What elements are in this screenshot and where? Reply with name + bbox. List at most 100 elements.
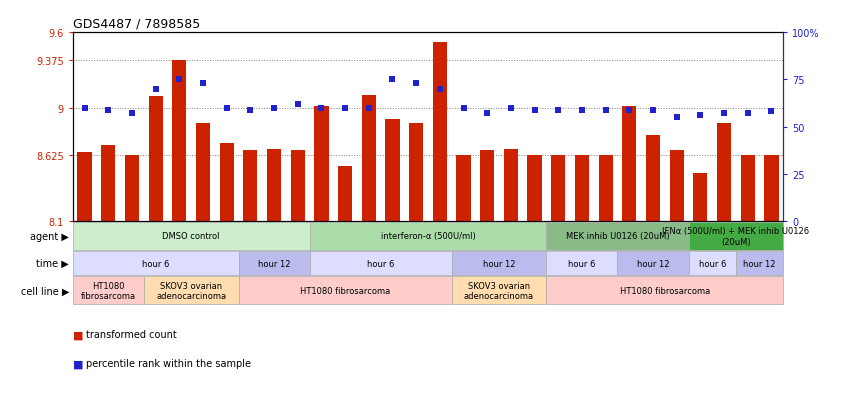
Bar	[575, 155, 589, 221]
Bar	[546, 277, 783, 305]
Point	[267, 105, 281, 112]
Text: percentile rank within the sample: percentile rank within the sample	[86, 358, 251, 368]
Text: hour 12: hour 12	[637, 259, 669, 268]
Bar	[267, 150, 281, 221]
Point	[220, 105, 234, 112]
Point	[101, 107, 115, 114]
Point	[717, 111, 731, 117]
Text: ■: ■	[73, 330, 83, 339]
Bar	[73, 252, 239, 275]
Text: hour 12: hour 12	[483, 259, 515, 268]
Point	[172, 77, 186, 83]
Text: MEK inhib U0126 (20uM): MEK inhib U0126 (20uM)	[566, 232, 669, 241]
Bar	[688, 222, 783, 250]
Point	[243, 107, 257, 114]
Bar	[149, 97, 163, 221]
Bar	[736, 252, 783, 275]
Point	[314, 105, 328, 112]
Point	[457, 105, 471, 112]
Bar	[617, 252, 688, 275]
Point	[196, 81, 210, 87]
Bar	[693, 173, 707, 221]
Bar	[527, 155, 542, 221]
Bar	[546, 222, 688, 250]
Bar	[433, 43, 447, 221]
Bar	[456, 155, 471, 221]
Bar	[546, 252, 617, 275]
Point	[740, 111, 754, 117]
Text: hour 6: hour 6	[698, 259, 726, 268]
Text: SKOV3 ovarian
adenocarcinoma: SKOV3 ovarian adenocarcinoma	[156, 281, 226, 300]
Bar	[310, 222, 546, 250]
Bar	[452, 277, 546, 305]
Bar	[669, 151, 684, 221]
Text: transformed count: transformed count	[86, 330, 176, 339]
Bar	[314, 107, 329, 221]
Point	[551, 107, 565, 114]
Bar	[73, 277, 144, 305]
Text: HT1080 fibrosarcoma: HT1080 fibrosarcoma	[300, 286, 390, 295]
Point	[362, 105, 376, 112]
Point	[125, 111, 139, 117]
Bar	[196, 124, 210, 221]
Bar	[239, 252, 310, 275]
Point	[149, 86, 163, 93]
Text: hour 6: hour 6	[568, 259, 596, 268]
Bar	[452, 252, 546, 275]
Text: HT1080
fibrosarcoma: HT1080 fibrosarcoma	[80, 281, 136, 300]
Bar	[73, 222, 310, 250]
Point	[291, 101, 305, 108]
Point	[409, 81, 423, 87]
Point	[598, 107, 612, 114]
Text: hour 12: hour 12	[258, 259, 290, 268]
Bar	[144, 277, 239, 305]
Text: SKOV3 ovarian
adenocarcinoma: SKOV3 ovarian adenocarcinoma	[464, 281, 534, 300]
Bar	[385, 120, 400, 221]
Point	[575, 107, 589, 114]
Bar	[239, 277, 452, 305]
Bar	[646, 136, 660, 221]
Text: IFNα (500U/ml) + MEK inhib U0126
(20uM): IFNα (500U/ml) + MEK inhib U0126 (20uM)	[663, 227, 810, 246]
Text: HT1080 fibrosarcoma: HT1080 fibrosarcoma	[620, 286, 710, 295]
Bar	[172, 61, 187, 221]
Bar	[125, 155, 139, 221]
Bar	[243, 151, 258, 221]
Bar	[764, 155, 778, 221]
Point	[433, 86, 447, 93]
Point	[78, 105, 92, 112]
Text: hour 12: hour 12	[743, 259, 776, 268]
Text: DMSO control: DMSO control	[163, 232, 220, 241]
Bar	[362, 96, 376, 221]
Bar	[480, 151, 494, 221]
Point	[764, 109, 778, 116]
Point	[693, 113, 707, 119]
Text: hour 6: hour 6	[142, 259, 169, 268]
Bar	[688, 252, 736, 275]
Bar	[101, 146, 116, 221]
Text: cell line ▶: cell line ▶	[21, 286, 69, 296]
Bar	[622, 107, 636, 221]
Bar	[291, 151, 305, 221]
Text: interferon-α (500U/ml): interferon-α (500U/ml)	[381, 232, 475, 241]
Point	[669, 114, 683, 121]
Bar	[310, 252, 452, 275]
Text: GDS4487 / 7898585: GDS4487 / 7898585	[73, 17, 200, 31]
Text: hour 6: hour 6	[367, 259, 395, 268]
Point	[385, 77, 399, 83]
Bar	[717, 124, 731, 221]
Text: time ▶: time ▶	[37, 259, 69, 268]
Point	[480, 111, 494, 117]
Bar	[220, 144, 234, 221]
Bar	[78, 152, 92, 221]
Bar	[551, 155, 565, 221]
Bar	[504, 150, 518, 221]
Point	[646, 107, 660, 114]
Point	[338, 105, 352, 112]
Bar	[740, 155, 755, 221]
Point	[527, 107, 541, 114]
Text: agent ▶: agent ▶	[30, 231, 69, 241]
Bar	[598, 155, 613, 221]
Point	[504, 105, 518, 112]
Point	[622, 107, 636, 114]
Bar	[409, 124, 423, 221]
